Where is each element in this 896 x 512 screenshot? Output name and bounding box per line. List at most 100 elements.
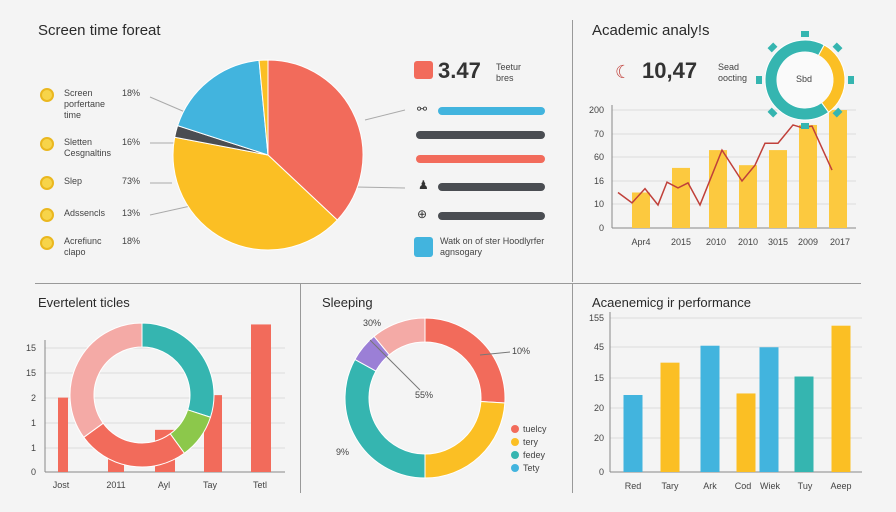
x-tick-label: 2011 (106, 480, 126, 490)
legend-pct: 18% (122, 88, 141, 98)
y-tick-label: 20 (593, 433, 604, 443)
x-tick-label: Tary (661, 481, 679, 491)
y-tick-label: 0 (598, 467, 604, 477)
stat-color-square (414, 61, 433, 79)
progress-bar (438, 183, 545, 191)
performance-title: Acaenemicg ir performance (592, 295, 751, 310)
legend-pct: 13% (122, 208, 141, 218)
progress-bar (416, 155, 545, 163)
leader-line (479, 351, 511, 356)
y-tick-label: 16 (593, 176, 604, 186)
bar (660, 362, 680, 472)
bar (799, 124, 817, 228)
y-tick-label: 155 (588, 313, 604, 323)
leader-line (354, 186, 406, 189)
y-tick-label: 70 (593, 129, 604, 139)
leader-line (149, 96, 186, 113)
gauge-tick (801, 31, 809, 37)
legend-label: Tety (523, 463, 540, 473)
stat-value: 3.47 (438, 58, 481, 83)
y-tick-label: 200 (588, 105, 604, 115)
y-tick-label: 20 (593, 403, 604, 413)
bar (700, 345, 720, 472)
slice-label: 30% (363, 318, 382, 328)
donut-slice (83, 422, 186, 468)
y-tick-label: 15 (25, 368, 36, 378)
progress-bar (438, 212, 545, 220)
legend-pct: 73% (122, 176, 141, 186)
pie-slice (267, 59, 364, 221)
legend-swatch (511, 425, 519, 433)
legend-label: Sletten Cesgnaltins (64, 137, 112, 158)
y-tick-label: 15 (25, 343, 36, 353)
pie-slice (258, 59, 269, 156)
moon-icon: ☾ (615, 62, 632, 82)
coin-icon (40, 88, 54, 102)
legend-label: Acrefiunc clapo (64, 236, 102, 257)
legend-pct: 18% (122, 236, 141, 246)
divider (572, 20, 573, 282)
gauge-tick (767, 42, 778, 53)
progress-bar (438, 107, 545, 115)
y-tick-label: 15 (593, 373, 604, 383)
y-tick-label: 1 (30, 443, 36, 453)
y-tick-label: 0 (598, 223, 604, 233)
progress-bar (416, 131, 545, 139)
leader-line (149, 204, 196, 216)
legend-label: tery (523, 437, 539, 447)
x-tick-label: Ark (703, 481, 717, 491)
gauge-label: Sbd (796, 74, 813, 84)
sleeping-donut-slice (424, 400, 506, 479)
y-tick-label: 2 (30, 393, 36, 403)
gauge-tick (832, 107, 843, 118)
y-tick-label: 0 (30, 467, 36, 477)
bar (831, 325, 851, 472)
link-icon: ⚯ (417, 102, 428, 116)
globe-icon: ⊕ (417, 207, 428, 221)
leader-line (364, 109, 406, 121)
x-tick-label: 2010 (737, 237, 759, 247)
bar (58, 397, 68, 472)
person-icon: ♟ (418, 178, 429, 192)
y-tick-label: 45 (593, 342, 604, 352)
y-tick-label: 1 (30, 418, 36, 428)
sleeping-title: Sleeping (322, 295, 373, 310)
bar (829, 110, 847, 228)
sleeping-donut-slice (424, 317, 506, 404)
bar (623, 395, 643, 472)
coin-icon (40, 137, 54, 151)
pie-slice (172, 136, 338, 251)
x-tick-label: 3015 (767, 237, 789, 247)
x-tick-label: 2015 (670, 237, 692, 247)
academic-stat-label: Sead oocting (718, 62, 748, 83)
legend-swatch (511, 464, 519, 472)
legend-swatch (511, 438, 519, 446)
sleeping-donut-slice (373, 317, 426, 356)
trend-line (617, 124, 833, 207)
divider (572, 283, 573, 493)
x-tick-label: Wiek (760, 481, 780, 491)
x-tick-label: Jost (52, 480, 70, 490)
x-tick-label: Ayl (157, 480, 171, 490)
coin-icon (40, 208, 54, 222)
bar (632, 192, 650, 228)
x-tick-label: Cod (734, 481, 752, 491)
pie-slice (177, 59, 269, 156)
x-tick-label: 2010 (705, 237, 727, 247)
gauge-tick (767, 107, 778, 118)
academic-stat-value: 10,47 (642, 58, 698, 83)
y-tick-label: 10 (593, 199, 604, 209)
bar (251, 324, 271, 472)
screen-time-title: Screen time foreat (38, 22, 161, 39)
legend-label: fedey (523, 450, 546, 460)
x-tick-label: 2017 (829, 237, 851, 247)
gauge-center (777, 52, 833, 108)
gauge-tick (801, 123, 809, 129)
x-tick-label: Tay (202, 480, 217, 490)
gauge-tick (756, 76, 762, 84)
bar (736, 393, 756, 472)
legend-swatch (511, 451, 519, 459)
bar (759, 347, 779, 472)
bar (739, 165, 757, 228)
donut-slice (141, 322, 215, 418)
